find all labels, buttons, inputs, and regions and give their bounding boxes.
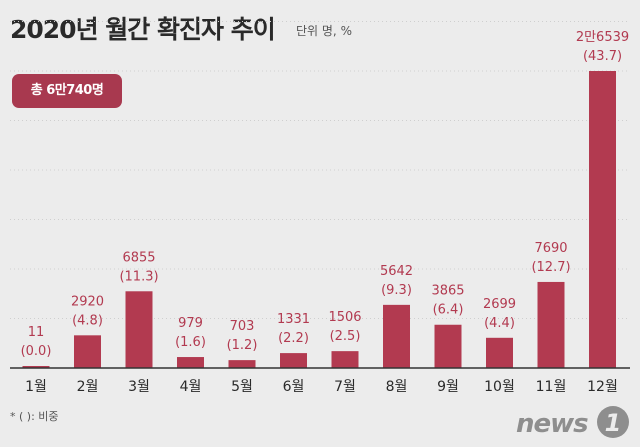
bar xyxy=(74,335,101,368)
bar xyxy=(280,353,307,368)
data-label-share: (9.3) xyxy=(381,283,412,298)
data-label-share: (4.8) xyxy=(72,313,103,328)
x-tick-label: 3월 xyxy=(128,379,150,395)
bar xyxy=(125,291,153,368)
bar xyxy=(177,357,204,368)
bar xyxy=(434,324,462,368)
x-tick-label: 11월 xyxy=(536,379,567,395)
x-tick-label: 10월 xyxy=(484,379,515,395)
unit-label: 단위 명, % xyxy=(296,24,352,38)
data-label-share: (2.5) xyxy=(330,329,361,344)
data-label-value: 7690 xyxy=(534,241,567,256)
svg-text:1: 1 xyxy=(605,409,622,437)
bar xyxy=(331,351,359,368)
x-tick-label: 7월 xyxy=(334,379,356,395)
x-tick-label: 1월 xyxy=(25,379,47,395)
data-label-value: 1331 xyxy=(277,312,310,327)
data-label-value: 2만6539 xyxy=(576,30,629,45)
bar xyxy=(589,71,616,368)
x-tick-label: 4월 xyxy=(180,379,202,395)
data-label-share: (1.2) xyxy=(227,338,258,353)
news1-logo: news 1 xyxy=(516,406,629,439)
x-tick-label: 8월 xyxy=(386,379,408,395)
data-label-value: 6855 xyxy=(122,250,155,265)
data-label-value: 703 xyxy=(230,319,255,334)
data-label-value: 3865 xyxy=(431,284,464,299)
bar xyxy=(537,281,565,368)
data-label-value: 11 xyxy=(28,325,45,340)
bar xyxy=(22,366,50,368)
data-label-value: 2920 xyxy=(71,294,104,309)
data-label-share: (6.4) xyxy=(433,303,464,318)
chart-title: 2020년 월간 확진자 추이 xyxy=(10,15,276,44)
data-label-value: 1506 xyxy=(328,310,361,325)
bar xyxy=(383,304,410,368)
data-label-share: (2.2) xyxy=(278,331,309,346)
footnote: * ( ): 비중 xyxy=(10,410,59,423)
data-label-share: (1.6) xyxy=(175,335,206,350)
data-label-share: (0.0) xyxy=(21,344,52,359)
x-tick-label: 12월 xyxy=(587,379,618,395)
data-label-share: (12.7) xyxy=(531,260,570,275)
total-badge: 총 6만740명 xyxy=(12,74,122,108)
svg-text:news: news xyxy=(516,409,588,439)
x-tick-label: 9월 xyxy=(437,379,459,395)
data-label-value: 2699 xyxy=(483,297,516,312)
data-label-share: (4.4) xyxy=(484,316,515,331)
data-label-share: (43.7) xyxy=(583,49,622,64)
data-label-value: 979 xyxy=(178,316,203,331)
x-tick-label: 6월 xyxy=(283,379,305,395)
x-tick-label: 5월 xyxy=(231,379,253,395)
data-label-share: (11.3) xyxy=(119,269,158,284)
bar xyxy=(486,337,513,368)
data-label-value: 5642 xyxy=(380,264,413,279)
x-tick-label: 2월 xyxy=(77,379,99,395)
bar xyxy=(228,360,256,368)
